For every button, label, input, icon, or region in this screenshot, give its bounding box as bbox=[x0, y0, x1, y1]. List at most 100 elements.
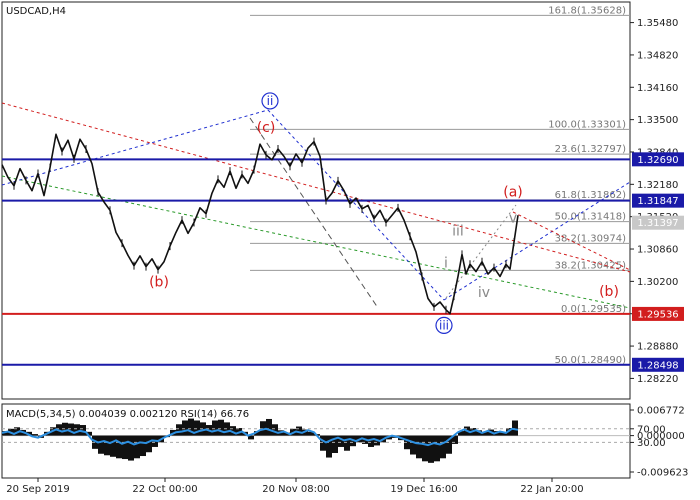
wave-label: (a) bbox=[503, 185, 523, 201]
macd-bar bbox=[476, 430, 482, 436]
wave-label: i bbox=[444, 256, 448, 272]
time-tick-label: 19 Dec 16:00 bbox=[390, 484, 457, 495]
blue-channel-line-upper bbox=[1, 109, 269, 186]
support-resistance-tag: 1.28498 bbox=[637, 360, 678, 371]
macd-bar bbox=[344, 435, 350, 451]
wave-label: iii bbox=[439, 318, 449, 332]
wave-label: v bbox=[509, 211, 517, 227]
macd-bar bbox=[122, 435, 128, 460]
time-tick-label: 22 Jan 20:00 bbox=[520, 484, 583, 495]
macd-bar bbox=[218, 419, 224, 436]
time-tick-label: 22 Oct 00:00 bbox=[132, 484, 197, 495]
price-tick-label: 1.34160 bbox=[637, 83, 678, 94]
macd-bar bbox=[254, 431, 260, 436]
fib-level-label: 50.0(1.31418) bbox=[555, 212, 627, 223]
macd-bar bbox=[320, 435, 326, 451]
support-resistance-tag: 1.32690 bbox=[637, 155, 678, 166]
price-series bbox=[1, 133, 519, 315]
macd-bar bbox=[308, 431, 314, 436]
wave-label: (c) bbox=[257, 120, 276, 136]
red-projection-line bbox=[512, 211, 631, 271]
macd-bar bbox=[452, 435, 458, 444]
macd-bar bbox=[140, 435, 146, 457]
macd-bar bbox=[146, 435, 152, 453]
macd-bar bbox=[266, 418, 272, 436]
macd-bar bbox=[422, 435, 428, 462]
fib-level-label: 38.2(1.30425) bbox=[555, 260, 627, 271]
green-trend-line bbox=[1, 175, 631, 309]
rsi-line-path bbox=[1, 427, 519, 447]
time-axis: 20 Sep 2019 22 Oct 00:00 20 Nov 08:00 19 De… bbox=[6, 478, 584, 495]
wave-label-circle bbox=[261, 92, 279, 110]
fib-level-label: 0.0(1.29535) bbox=[561, 304, 626, 315]
macd-bar bbox=[116, 435, 122, 459]
macd-bar bbox=[98, 435, 104, 454]
macd-bar bbox=[176, 424, 182, 436]
current-price-tag: 1.31397 bbox=[637, 218, 678, 229]
wave-label: iii bbox=[452, 223, 464, 239]
wave-label: iv bbox=[478, 285, 490, 301]
support-resistance-tag-bg bbox=[632, 306, 684, 321]
price-tick-label: 1.33500 bbox=[637, 115, 678, 126]
price-tick-label: 1.35480 bbox=[637, 18, 678, 29]
indicator-tick-label: 0.000000 bbox=[637, 431, 685, 442]
instrument-label: USDCAD,H4 bbox=[6, 6, 66, 17]
fib-level-label: 23.6(1.32797) bbox=[555, 144, 627, 155]
price-tags: 1.32690 1.31847 1.29536 1.28498 1.31397 bbox=[632, 152, 684, 372]
macd-bar bbox=[68, 423, 74, 436]
indicator-tick-label: 30.00 bbox=[637, 438, 666, 449]
macd-bar bbox=[458, 431, 464, 436]
indicator-label: MACD(5,34,5) 0.004039 0.002120 RSI(14) 6… bbox=[6, 409, 249, 420]
indicator-tick-label: -0.009623 bbox=[637, 468, 688, 479]
support-resistance-tag: 1.29536 bbox=[637, 309, 678, 320]
macd-bar bbox=[416, 435, 422, 459]
macd-bar bbox=[2, 431, 8, 436]
macd-bar bbox=[194, 420, 200, 436]
indicator-tick-label: 70.00 bbox=[637, 424, 666, 435]
price-tick-label: 1.32180 bbox=[637, 180, 678, 191]
macd-bar bbox=[104, 435, 110, 456]
support-resistance-tag: 1.31847 bbox=[637, 196, 678, 207]
support-resistance-tag-bg bbox=[632, 152, 684, 167]
wave-label: (b) bbox=[149, 274, 169, 290]
blue-channel-line-down bbox=[267, 109, 445, 301]
support-resistance-tag-bg bbox=[632, 193, 684, 208]
price-tick-label: 1.34820 bbox=[637, 50, 678, 61]
macd-bar bbox=[482, 431, 488, 436]
support-resistance-levels bbox=[2, 158, 630, 366]
macd-bar bbox=[284, 432, 290, 436]
wave-label: ii bbox=[267, 94, 274, 108]
macd-bar bbox=[500, 432, 506, 436]
macd-bar bbox=[86, 431, 92, 436]
price-tick-label: 1.30860 bbox=[637, 245, 678, 256]
macd-bar bbox=[134, 435, 140, 459]
red-trend-line bbox=[1, 102, 631, 273]
macd-bar bbox=[410, 435, 416, 455]
macd-bar bbox=[440, 435, 446, 459]
macd-bar bbox=[80, 425, 86, 436]
macd-bar bbox=[248, 435, 254, 440]
macd-bar bbox=[368, 435, 374, 447]
macd-bar bbox=[188, 418, 194, 436]
wave-label-circle bbox=[435, 316, 453, 335]
rsi-line bbox=[1, 427, 630, 447]
fib-level-label: 100.0(1.33301) bbox=[548, 119, 626, 130]
blue-channel-line-up bbox=[443, 181, 631, 301]
grey-fib-anchor-line bbox=[249, 117, 379, 309]
macd-bar bbox=[428, 435, 434, 463]
macd-bar bbox=[230, 426, 236, 436]
macd-bar bbox=[446, 435, 452, 454]
trend-lines bbox=[1, 102, 631, 309]
price-tick-label: 1.30200 bbox=[637, 277, 678, 288]
macd-bar bbox=[434, 435, 440, 462]
time-tick-label: 20 Nov 08:00 bbox=[262, 484, 329, 495]
wave-label: (b) bbox=[599, 284, 619, 300]
macd-bar bbox=[338, 435, 344, 447]
macd-bar bbox=[212, 420, 218, 436]
indicator-tick-label: 0.006772 bbox=[637, 406, 685, 417]
macd-bar bbox=[128, 435, 134, 461]
macd-bar bbox=[296, 426, 302, 436]
